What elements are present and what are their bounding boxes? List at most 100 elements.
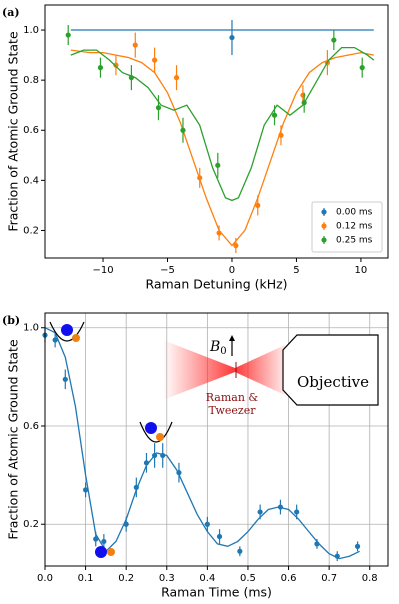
x-tick-label: 0.2 bbox=[118, 573, 134, 584]
objective-label: Objective bbox=[297, 373, 369, 391]
fit-line bbox=[44, 327, 360, 560]
point bbox=[132, 42, 138, 48]
point bbox=[216, 230, 222, 236]
panel-label: (a) bbox=[2, 6, 20, 19]
point bbox=[101, 538, 107, 545]
y-tick-label: 0.8 bbox=[23, 75, 39, 86]
x-tick-label: 0 bbox=[229, 265, 235, 276]
x-tick-label: −5 bbox=[160, 265, 175, 276]
y-tick-label: 0.4 bbox=[23, 175, 39, 186]
point bbox=[65, 32, 71, 38]
point bbox=[133, 484, 139, 490]
b-field-label: B0 bbox=[209, 339, 227, 357]
point bbox=[278, 132, 284, 138]
legend-label: 0.00 ms bbox=[336, 208, 373, 218]
point bbox=[151, 452, 158, 459]
legend-swatch bbox=[321, 209, 327, 215]
y-tick-label: 1.0 bbox=[23, 25, 39, 36]
point bbox=[180, 127, 186, 133]
point bbox=[152, 57, 158, 63]
x-tick-label: 0.1 bbox=[78, 573, 94, 584]
point bbox=[197, 175, 203, 181]
x-tick-label: 5 bbox=[293, 265, 299, 276]
point bbox=[354, 543, 361, 549]
y-tick-label: 0.6 bbox=[23, 421, 39, 432]
y-tick-label: 0.2 bbox=[23, 225, 39, 236]
atom bbox=[61, 324, 73, 336]
point bbox=[204, 521, 210, 527]
point bbox=[62, 376, 68, 382]
point bbox=[143, 460, 150, 466]
y-axis-label: Fraction of Atomic Ground State bbox=[6, 31, 21, 232]
legend-label: 0.25 ms bbox=[336, 236, 373, 246]
point bbox=[255, 202, 261, 208]
b-field-sub: 0 bbox=[220, 346, 226, 357]
x-tick-label: 0.6 bbox=[281, 573, 297, 584]
objective-box bbox=[282, 334, 379, 406]
point bbox=[93, 536, 99, 542]
point bbox=[237, 548, 243, 554]
legend-box bbox=[311, 201, 383, 253]
atom bbox=[107, 548, 115, 556]
beam-label: Tweezer bbox=[209, 404, 257, 417]
point bbox=[82, 487, 89, 493]
beam-label: Raman & bbox=[206, 391, 259, 404]
fit-line bbox=[70, 49, 374, 247]
x-tick-label: 0.5 bbox=[240, 573, 256, 584]
point bbox=[359, 65, 365, 71]
point bbox=[331, 37, 337, 43]
x-tick-label: 0.7 bbox=[321, 573, 337, 584]
point bbox=[123, 521, 129, 527]
atom bbox=[72, 334, 80, 342]
y-tick-label: 0.6 bbox=[23, 125, 39, 136]
beam-left bbox=[163, 340, 235, 400]
atom bbox=[145, 422, 157, 434]
atom bbox=[156, 433, 164, 441]
point bbox=[113, 62, 119, 68]
fit-line bbox=[70, 46, 375, 202]
legend-swatch bbox=[321, 237, 327, 243]
point bbox=[160, 452, 166, 459]
point bbox=[314, 541, 320, 547]
b-arrow-head bbox=[229, 335, 235, 341]
point bbox=[155, 105, 162, 111]
x-tick-label: 0.3 bbox=[159, 573, 175, 584]
well bbox=[49, 321, 85, 342]
point bbox=[216, 533, 223, 540]
point bbox=[233, 242, 239, 249]
point bbox=[176, 470, 182, 476]
x-axis-label: Raman Detuning (kHz) bbox=[145, 277, 287, 292]
atom bbox=[95, 546, 107, 558]
y-tick-label: 1.0 bbox=[23, 323, 39, 334]
y-tick-label: 0.2 bbox=[23, 519, 39, 530]
x-axis-label: Raman Time (ms) bbox=[161, 585, 272, 600]
legend-label: 0.12 ms bbox=[336, 222, 373, 232]
illustration: B0 Raman & Tweezer Objective bbox=[49, 321, 379, 558]
legend-swatch bbox=[321, 223, 327, 229]
x-tick-label: 0.0 bbox=[37, 573, 53, 584]
point bbox=[173, 75, 180, 81]
y-axis-label: Fraction of Atomic Ground State bbox=[6, 339, 21, 540]
axes-frame bbox=[44, 312, 389, 567]
point bbox=[334, 553, 340, 559]
point bbox=[215, 162, 221, 168]
point bbox=[97, 65, 104, 71]
point bbox=[52, 337, 58, 343]
x-tick-label: 0.8 bbox=[362, 573, 378, 584]
point bbox=[294, 509, 300, 515]
point bbox=[257, 509, 263, 515]
point bbox=[128, 75, 134, 81]
axes-frame bbox=[44, 4, 389, 259]
beam-right bbox=[235, 345, 285, 395]
point bbox=[229, 34, 235, 41]
x-tick-label: 10 bbox=[355, 265, 368, 276]
x-tick-label: −10 bbox=[92, 265, 113, 276]
x-tick-label: 0.4 bbox=[199, 573, 215, 584]
panel-label: (b) bbox=[2, 314, 20, 327]
b-field: B bbox=[209, 339, 220, 355]
point bbox=[271, 112, 278, 118]
point bbox=[277, 504, 284, 510]
point bbox=[301, 100, 307, 106]
well bbox=[139, 421, 173, 443]
